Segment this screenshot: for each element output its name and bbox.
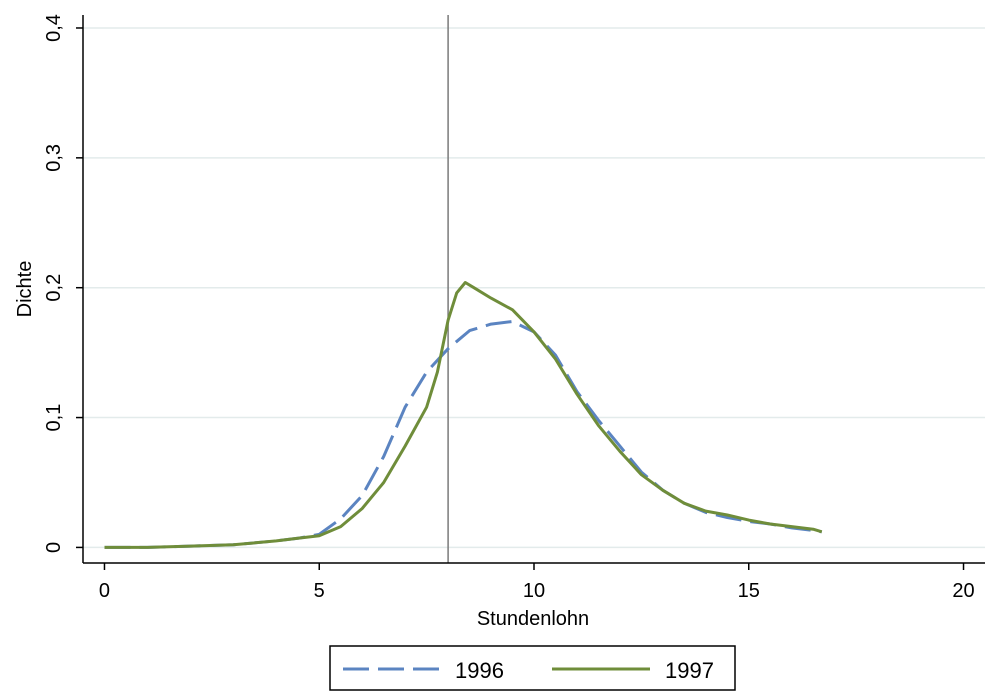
x-tick-label-2: 10 [523,580,545,602]
legend: 1996 1997 [329,645,736,691]
grid-lines [83,27,985,549]
y-tick-label-3: 0,3 [43,144,65,172]
y-tick-label-4: 0,4 [43,14,65,42]
y-tick-label-0: 0 [43,542,65,553]
series-layer [104,281,823,549]
tick-labels: 0 0,1 0,2 0,3 0,4 0 5 10 15 20 [43,14,975,602]
y-axis-title: Dichte [14,261,36,318]
x-tick-label-4: 20 [952,580,974,602]
x-tick-label-3: 15 [738,580,760,602]
x-tick-label-1: 5 [314,580,325,602]
y-tick-label-1: 0,1 [43,404,65,432]
series-line-1997 [104,281,823,549]
y-tick-label-2: 0,2 [43,274,65,302]
axes [76,15,985,570]
legend-label-1997: 1997 [665,658,714,683]
x-axis-title: Stundenlohn [477,608,589,630]
legend-label-1996: 1996 [455,658,504,683]
x-tick-label-0: 0 [99,580,110,602]
